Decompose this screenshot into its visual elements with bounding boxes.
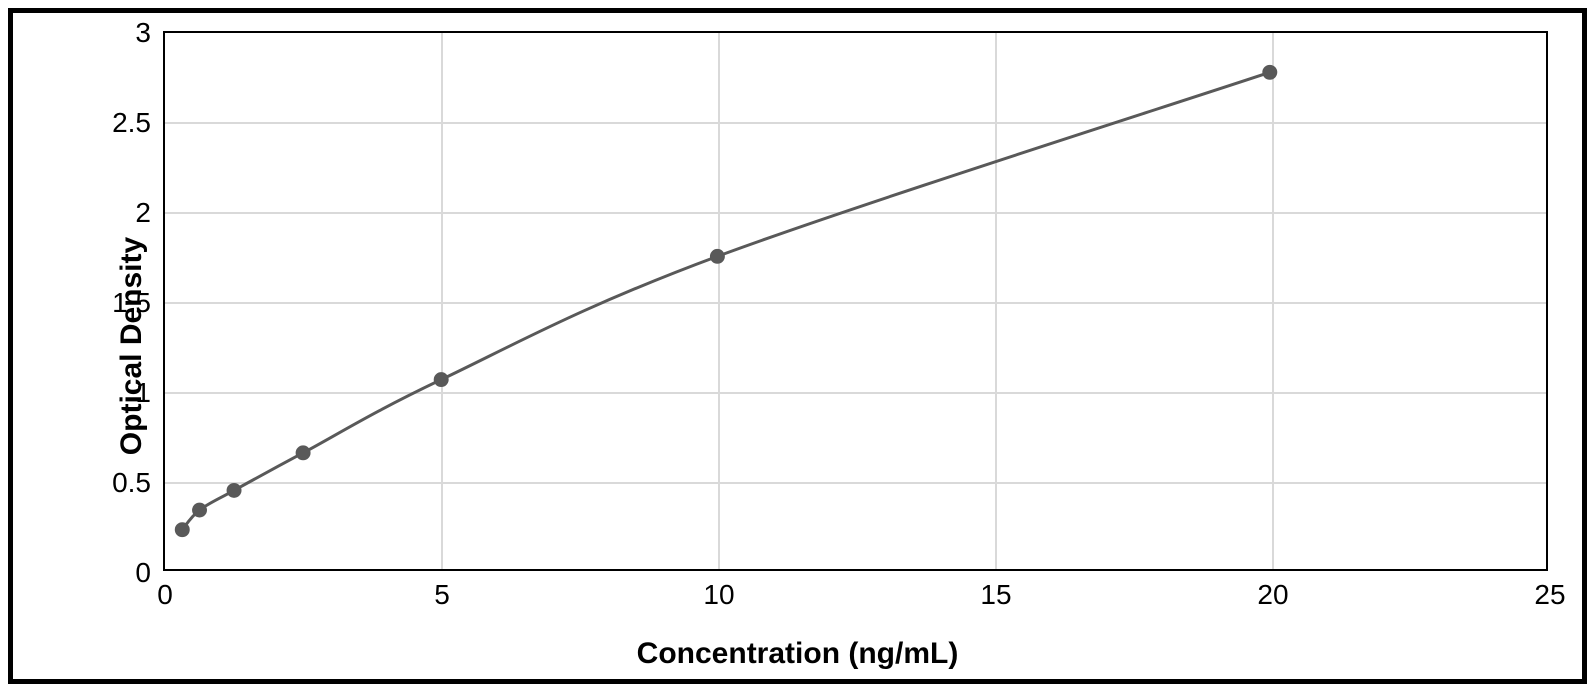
data-point-marker — [1263, 65, 1277, 79]
x-tick-label: 25 — [1534, 579, 1565, 611]
series-layer — [165, 33, 1546, 569]
data-point-marker — [710, 249, 724, 263]
x-axis-title: Concentration (ng/mL) — [637, 637, 959, 671]
y-tick-label: 1 — [135, 377, 151, 409]
chart-wrap: Optical Density Concentration (ng/mL) 05… — [13, 13, 1582, 679]
x-tick-label: 15 — [980, 579, 1011, 611]
x-tick-label: 20 — [1257, 579, 1288, 611]
y-axis-title: Optical Density — [115, 237, 149, 455]
data-point-marker — [296, 446, 310, 460]
data-point-marker — [175, 523, 189, 537]
data-point-marker — [193, 503, 207, 517]
plot-area: 051015202500.511.522.53 — [163, 31, 1548, 571]
x-tick-label: 0 — [157, 579, 173, 611]
y-tick-label: 1.5 — [112, 287, 151, 319]
y-tick-label: 0 — [135, 557, 151, 589]
y-tick-label: 2 — [135, 197, 151, 229]
data-point-marker — [434, 373, 448, 387]
y-tick-label: 3 — [135, 17, 151, 49]
chart-frame: Optical Density Concentration (ng/mL) 05… — [8, 8, 1587, 684]
y-tick-label: 0.5 — [112, 467, 151, 499]
series-line — [182, 72, 1270, 529]
x-tick-label: 10 — [703, 579, 734, 611]
data-point-marker — [227, 483, 241, 497]
y-tick-label: 2.5 — [112, 107, 151, 139]
x-tick-label: 5 — [434, 579, 450, 611]
